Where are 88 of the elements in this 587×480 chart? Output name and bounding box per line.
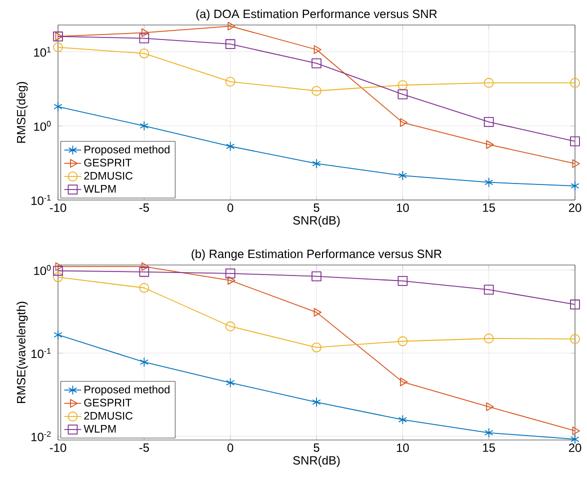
- point: [398, 414, 407, 425]
- point: [225, 321, 236, 332]
- point: [570, 434, 580, 444]
- point: [55, 262, 63, 271]
- x-tick-label: -5: [139, 444, 149, 452]
- point: [484, 334, 494, 344]
- point: [225, 39, 236, 50]
- point: [228, 22, 236, 30]
- y-tick-label: 10$^{-2}$: [32, 431, 51, 442]
- legend-label: GESPRIT: [84, 158, 132, 167]
- point: [53, 42, 63, 52]
- x-tick-label: -10: [50, 204, 66, 212]
- point: [570, 300, 580, 310]
- y-tick-label: 10$^{0}$: [34, 265, 51, 276]
- x-tick-label: 5: [314, 444, 320, 452]
- point: [226, 378, 235, 388]
- chart-title: (b) Range Estimation Performance versus SNR: [192, 249, 442, 261]
- point: [398, 336, 408, 346]
- y-tick-label: 10$^{1}$: [34, 46, 51, 57]
- point: [570, 180, 580, 191]
- point: [312, 271, 322, 282]
- point: [228, 276, 236, 285]
- x-tick-label: 10: [396, 204, 409, 212]
- y-axis-title: RMSE(deg): [16, 82, 28, 143]
- point: [486, 402, 494, 412]
- point: [141, 28, 150, 38]
- point: [312, 86, 322, 96]
- point: [54, 102, 62, 112]
- point: [53, 266, 63, 276]
- point: [484, 428, 494, 438]
- legend-label: Proposed method: [84, 145, 170, 156]
- point: [398, 170, 407, 180]
- point: [486, 140, 494, 149]
- point: [53, 272, 63, 282]
- point: [139, 282, 150, 293]
- legend-label: GESPRIT: [84, 398, 132, 407]
- point: [570, 334, 580, 344]
- point: [484, 284, 494, 295]
- legend-label: WLPM: [84, 185, 116, 193]
- y-tick-label: 10$^{-1}$: [32, 195, 51, 205]
- point: [312, 397, 321, 408]
- point: [484, 117, 494, 127]
- point: [570, 136, 580, 146]
- point: [314, 308, 322, 317]
- x-tick-label: 20: [568, 204, 582, 212]
- x-tick-label: 15: [483, 444, 495, 452]
- x-tick-label: 20: [568, 444, 582, 452]
- x-tick-label: 15: [483, 204, 495, 212]
- x-tick-label: 10: [396, 444, 409, 452]
- point: [141, 262, 150, 271]
- x-axis-title: SNR(dB): [293, 456, 340, 467]
- legend-label: WLPM: [84, 425, 116, 433]
- y-axis-title: RMSE(wavelength): [16, 302, 28, 404]
- point: [140, 120, 148, 131]
- point: [225, 76, 236, 87]
- x-axis-title: SNR(dB): [293, 216, 340, 227]
- point: [314, 45, 322, 54]
- point: [484, 177, 494, 188]
- point: [140, 357, 148, 368]
- point: [226, 141, 235, 152]
- x-tick-label: 0: [227, 204, 234, 212]
- point: [312, 342, 322, 352]
- x-tick-label: 0: [227, 444, 234, 452]
- point: [400, 118, 408, 127]
- point: [398, 89, 408, 100]
- y-tick-label: 10$^{0}$: [34, 120, 51, 131]
- point: [312, 158, 321, 169]
- point: [139, 48, 150, 58]
- legend-label: 2DMUSIC: [84, 172, 133, 180]
- y-tick-label: 10$^{-1}$: [32, 348, 51, 358]
- legend-label: Proposed method: [84, 385, 170, 396]
- point: [398, 80, 408, 90]
- point: [312, 58, 322, 68]
- chart-title: (a) DOA Estimation Performance versus SNR: [196, 9, 437, 20]
- point: [139, 33, 150, 44]
- x-tick-label: 5: [314, 204, 320, 212]
- point: [572, 159, 580, 168]
- point: [54, 330, 62, 340]
- legend-label: 2DMUSIC: [84, 412, 133, 420]
- point: [225, 268, 236, 278]
- point: [572, 426, 580, 436]
- point: [139, 266, 150, 277]
- point: [570, 78, 580, 88]
- x-tick-label: -10: [50, 444, 66, 452]
- x-tick-label: -5: [139, 204, 149, 212]
- point: [400, 378, 408, 386]
- point: [484, 78, 494, 88]
- point: [398, 276, 408, 286]
